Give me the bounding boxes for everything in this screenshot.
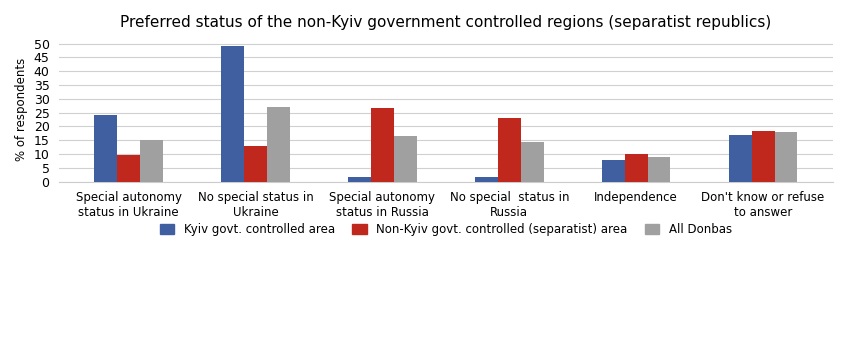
Bar [648,157,671,182]
Bar [267,107,290,182]
Bar [94,115,117,182]
Bar [348,178,371,182]
Bar [117,155,140,182]
Bar [602,159,625,182]
Bar [498,118,521,182]
Bar [774,132,797,182]
Bar [475,178,498,182]
Bar [394,136,416,182]
Bar [625,154,648,182]
Legend: Kyiv govt. controlled area, Non-Kyiv govt. controlled (separatist) area, All Don: Kyiv govt. controlled area, Non-Kyiv gov… [154,217,738,242]
Bar [371,109,394,182]
Y-axis label: % of respondents: % of respondents [15,58,28,161]
Bar [728,135,751,182]
Bar [140,140,163,182]
Title: Preferred status of the non-Kyiv government controlled regions (separatist repub: Preferred status of the non-Kyiv governm… [120,15,772,30]
Bar [221,47,244,182]
Bar [521,142,544,182]
Bar [751,130,774,182]
Bar [244,146,267,182]
